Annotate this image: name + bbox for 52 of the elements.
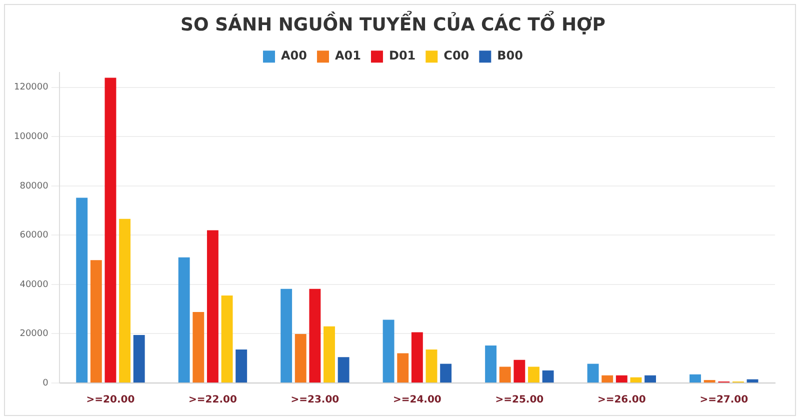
legend-label: A01 — [334, 48, 361, 63]
bar — [499, 366, 511, 382]
bar — [206, 230, 218, 382]
x-tick-label: >=24.00 — [392, 394, 442, 406]
bar — [616, 375, 628, 382]
bar — [485, 346, 497, 382]
y-tick-label: 40000 — [20, 280, 49, 290]
chart-title: SO SÁNH NGUỒN TUYỂN CỦA CÁC TỔ HỢP — [180, 10, 606, 36]
bar — [514, 360, 526, 382]
bar — [440, 364, 452, 382]
bar — [76, 198, 88, 382]
bar — [602, 375, 614, 382]
bar — [644, 375, 656, 382]
bar — [630, 377, 642, 382]
bar — [382, 320, 394, 382]
legend-label: C00 — [444, 48, 470, 63]
bar — [426, 349, 438, 382]
bar — [133, 334, 145, 382]
bar — [528, 366, 540, 382]
y-tick-label: 120000 — [14, 82, 49, 93]
bar — [178, 257, 190, 382]
bar — [397, 353, 409, 382]
legend-label: D01 — [388, 48, 416, 63]
bar — [90, 260, 102, 382]
bar — [309, 288, 321, 382]
x-tick-label: >=22.00 — [188, 394, 237, 406]
bar — [746, 379, 758, 382]
y-tick-label: 60000 — [20, 230, 49, 241]
bar — [280, 288, 292, 382]
bar — [221, 296, 233, 382]
legend-label: A00 — [281, 48, 308, 63]
bar — [411, 332, 423, 382]
y-tick-label: 20000 — [20, 329, 49, 340]
x-tick-label: >=27.00 — [700, 394, 748, 406]
bar — [542, 370, 554, 382]
x-tick-label: >=25.00 — [495, 394, 544, 406]
bar — [587, 364, 599, 382]
y-tick-label: 80000 — [20, 181, 49, 192]
bar — [324, 326, 335, 382]
bar — [690, 374, 701, 382]
y-tick-label: 0 — [42, 378, 49, 388]
bar — [338, 357, 350, 382]
bar — [236, 349, 248, 382]
x-tick-label: >=26.00 — [597, 394, 646, 406]
bar — [104, 78, 116, 382]
x-tick-label: >=23.00 — [290, 394, 340, 406]
legend-label: B00 — [497, 48, 524, 63]
bar — [192, 312, 204, 382]
bar — [119, 218, 131, 382]
bar — [294, 334, 306, 382]
x-tick-label: >=20.00 — [86, 394, 135, 406]
y-tick-label: 100000 — [14, 132, 49, 142]
